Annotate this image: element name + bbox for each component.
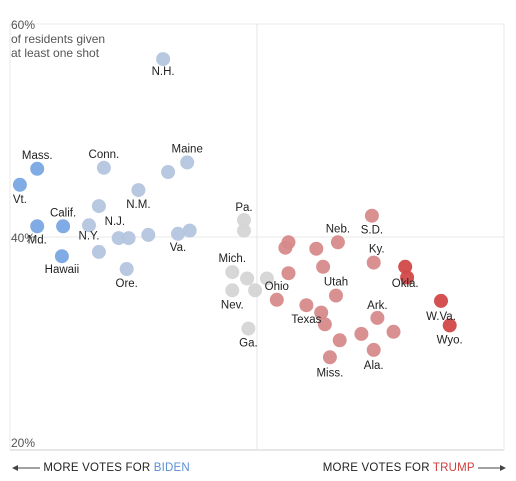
grid-layer: [9, 23, 505, 451]
label-layer: N.H. Mass. Vt. Md. Calif. Hawaii Conn. Maine N.M…: [13, 66, 463, 379]
point-layer: [12, 52, 457, 365]
point-state-29: [309, 241, 324, 256]
label-miss: Miss.: [316, 367, 343, 379]
point-calif: [56, 219, 71, 234]
point-maine: [180, 155, 195, 170]
point-wyo: [442, 318, 457, 333]
point-nh: [156, 52, 171, 67]
point-state-44: [386, 324, 401, 339]
label-ohio: Ohio: [265, 281, 289, 293]
footer-left-label: MORE VOTES FOR BIDEN: [12, 462, 190, 474]
label-nm: N.M.: [126, 199, 150, 211]
point-ark: [370, 310, 385, 325]
label-neb: Neb.: [326, 223, 350, 235]
point-nev: [225, 283, 240, 298]
label-md: Md.: [28, 234, 47, 246]
label-maine: Maine: [172, 143, 203, 155]
label-utah: Utah: [324, 277, 348, 289]
point-ala: [366, 342, 381, 357]
footer-right-party: TRUMP: [432, 462, 475, 474]
label-texas: Texas: [291, 314, 321, 326]
point-ohio: [269, 292, 284, 307]
label-ark: Ark.: [367, 300, 387, 312]
point-ore: [119, 262, 134, 276]
footer-right-label: MORE VOTES FOR TRUMP: [323, 462, 506, 474]
point-mich: [225, 265, 240, 280]
point-state-47: [400, 270, 415, 285]
label-hawaii: Hawaii: [45, 264, 80, 276]
point-state-37: [317, 317, 332, 332]
point-state-43: [354, 326, 369, 341]
point-wva: [434, 293, 448, 308]
point-ny: [82, 218, 96, 233]
point-state-23: [259, 271, 274, 286]
y-tick-label-20: 20%: [11, 436, 35, 450]
point-nm: [131, 183, 146, 198]
point-ky: [366, 255, 381, 270]
point-mass: [30, 161, 45, 176]
label-nev: Nev.: [221, 299, 244, 311]
point-va: [171, 226, 185, 241]
point-utah: [329, 288, 343, 303]
point-vt: [12, 177, 27, 192]
label-conn: Conn.: [89, 149, 120, 161]
point-state-32: [316, 259, 331, 274]
point-state-36: [314, 305, 329, 320]
label-pa: Pa.: [235, 202, 252, 214]
label-ala: Ala.: [364, 360, 384, 372]
point-md: [30, 219, 45, 234]
point-state-39: [332, 333, 347, 348]
label-wva: W.Va.: [426, 311, 456, 323]
label-ny: N.Y.: [79, 230, 100, 242]
point-ga: [241, 321, 256, 336]
point-pa: [237, 213, 251, 227]
label-vt: Vt.: [13, 194, 27, 206]
arrow-right-icon: [478, 464, 506, 471]
label-ga: Ga.: [239, 338, 258, 350]
label-mass: Mass.: [22, 150, 53, 162]
point-nj: [91, 199, 106, 214]
y-axis-label-line-1: of residents given: [11, 32, 105, 46]
point-state-22: [240, 271, 255, 286]
point-neb: [330, 235, 345, 250]
label-mich: Mich.: [219, 253, 246, 265]
y-tick-label-60: 60%: [11, 18, 35, 32]
point-state-18: [182, 223, 197, 238]
point-texas: [299, 298, 314, 313]
point-state-15: [141, 227, 156, 242]
footer-left-prefix: MORE VOTES FOR: [43, 462, 151, 474]
label-nj: N.J.: [105, 216, 125, 228]
label-ky: Ky.: [369, 244, 385, 256]
footer-right-prefix: MORE VOTES FOR: [322, 462, 430, 474]
point-hawaii: [54, 249, 69, 264]
point-state-28: [278, 240, 293, 255]
point-state-25: [248, 283, 263, 298]
label-wyo: Wyo.: [437, 334, 463, 346]
arrow-left-icon: [12, 464, 40, 471]
point-miss: [322, 350, 337, 365]
point-state-14: [121, 231, 136, 246]
label-va: Va.: [170, 242, 186, 254]
point-state-13: [111, 231, 126, 246]
point-okla: [398, 259, 413, 274]
label-calif: Calif.: [50, 207, 76, 219]
point-state-20: [237, 223, 251, 238]
label-sd: S.D.: [361, 225, 383, 237]
label-nh: N.H.: [152, 66, 175, 78]
point-conn: [96, 160, 111, 175]
y-tick-label-40: 40%: [11, 231, 35, 245]
point-state-8: [161, 165, 176, 179]
label-okla: Okla.: [392, 278, 419, 290]
y-axis-label-line-2: at least one shot: [11, 46, 100, 60]
label-ore: Ore.: [116, 278, 138, 290]
footer-left-party: BIDEN: [153, 462, 190, 474]
point-sd: [364, 208, 379, 223]
point-state-12: [91, 244, 106, 259]
point-state-31: [281, 266, 296, 281]
